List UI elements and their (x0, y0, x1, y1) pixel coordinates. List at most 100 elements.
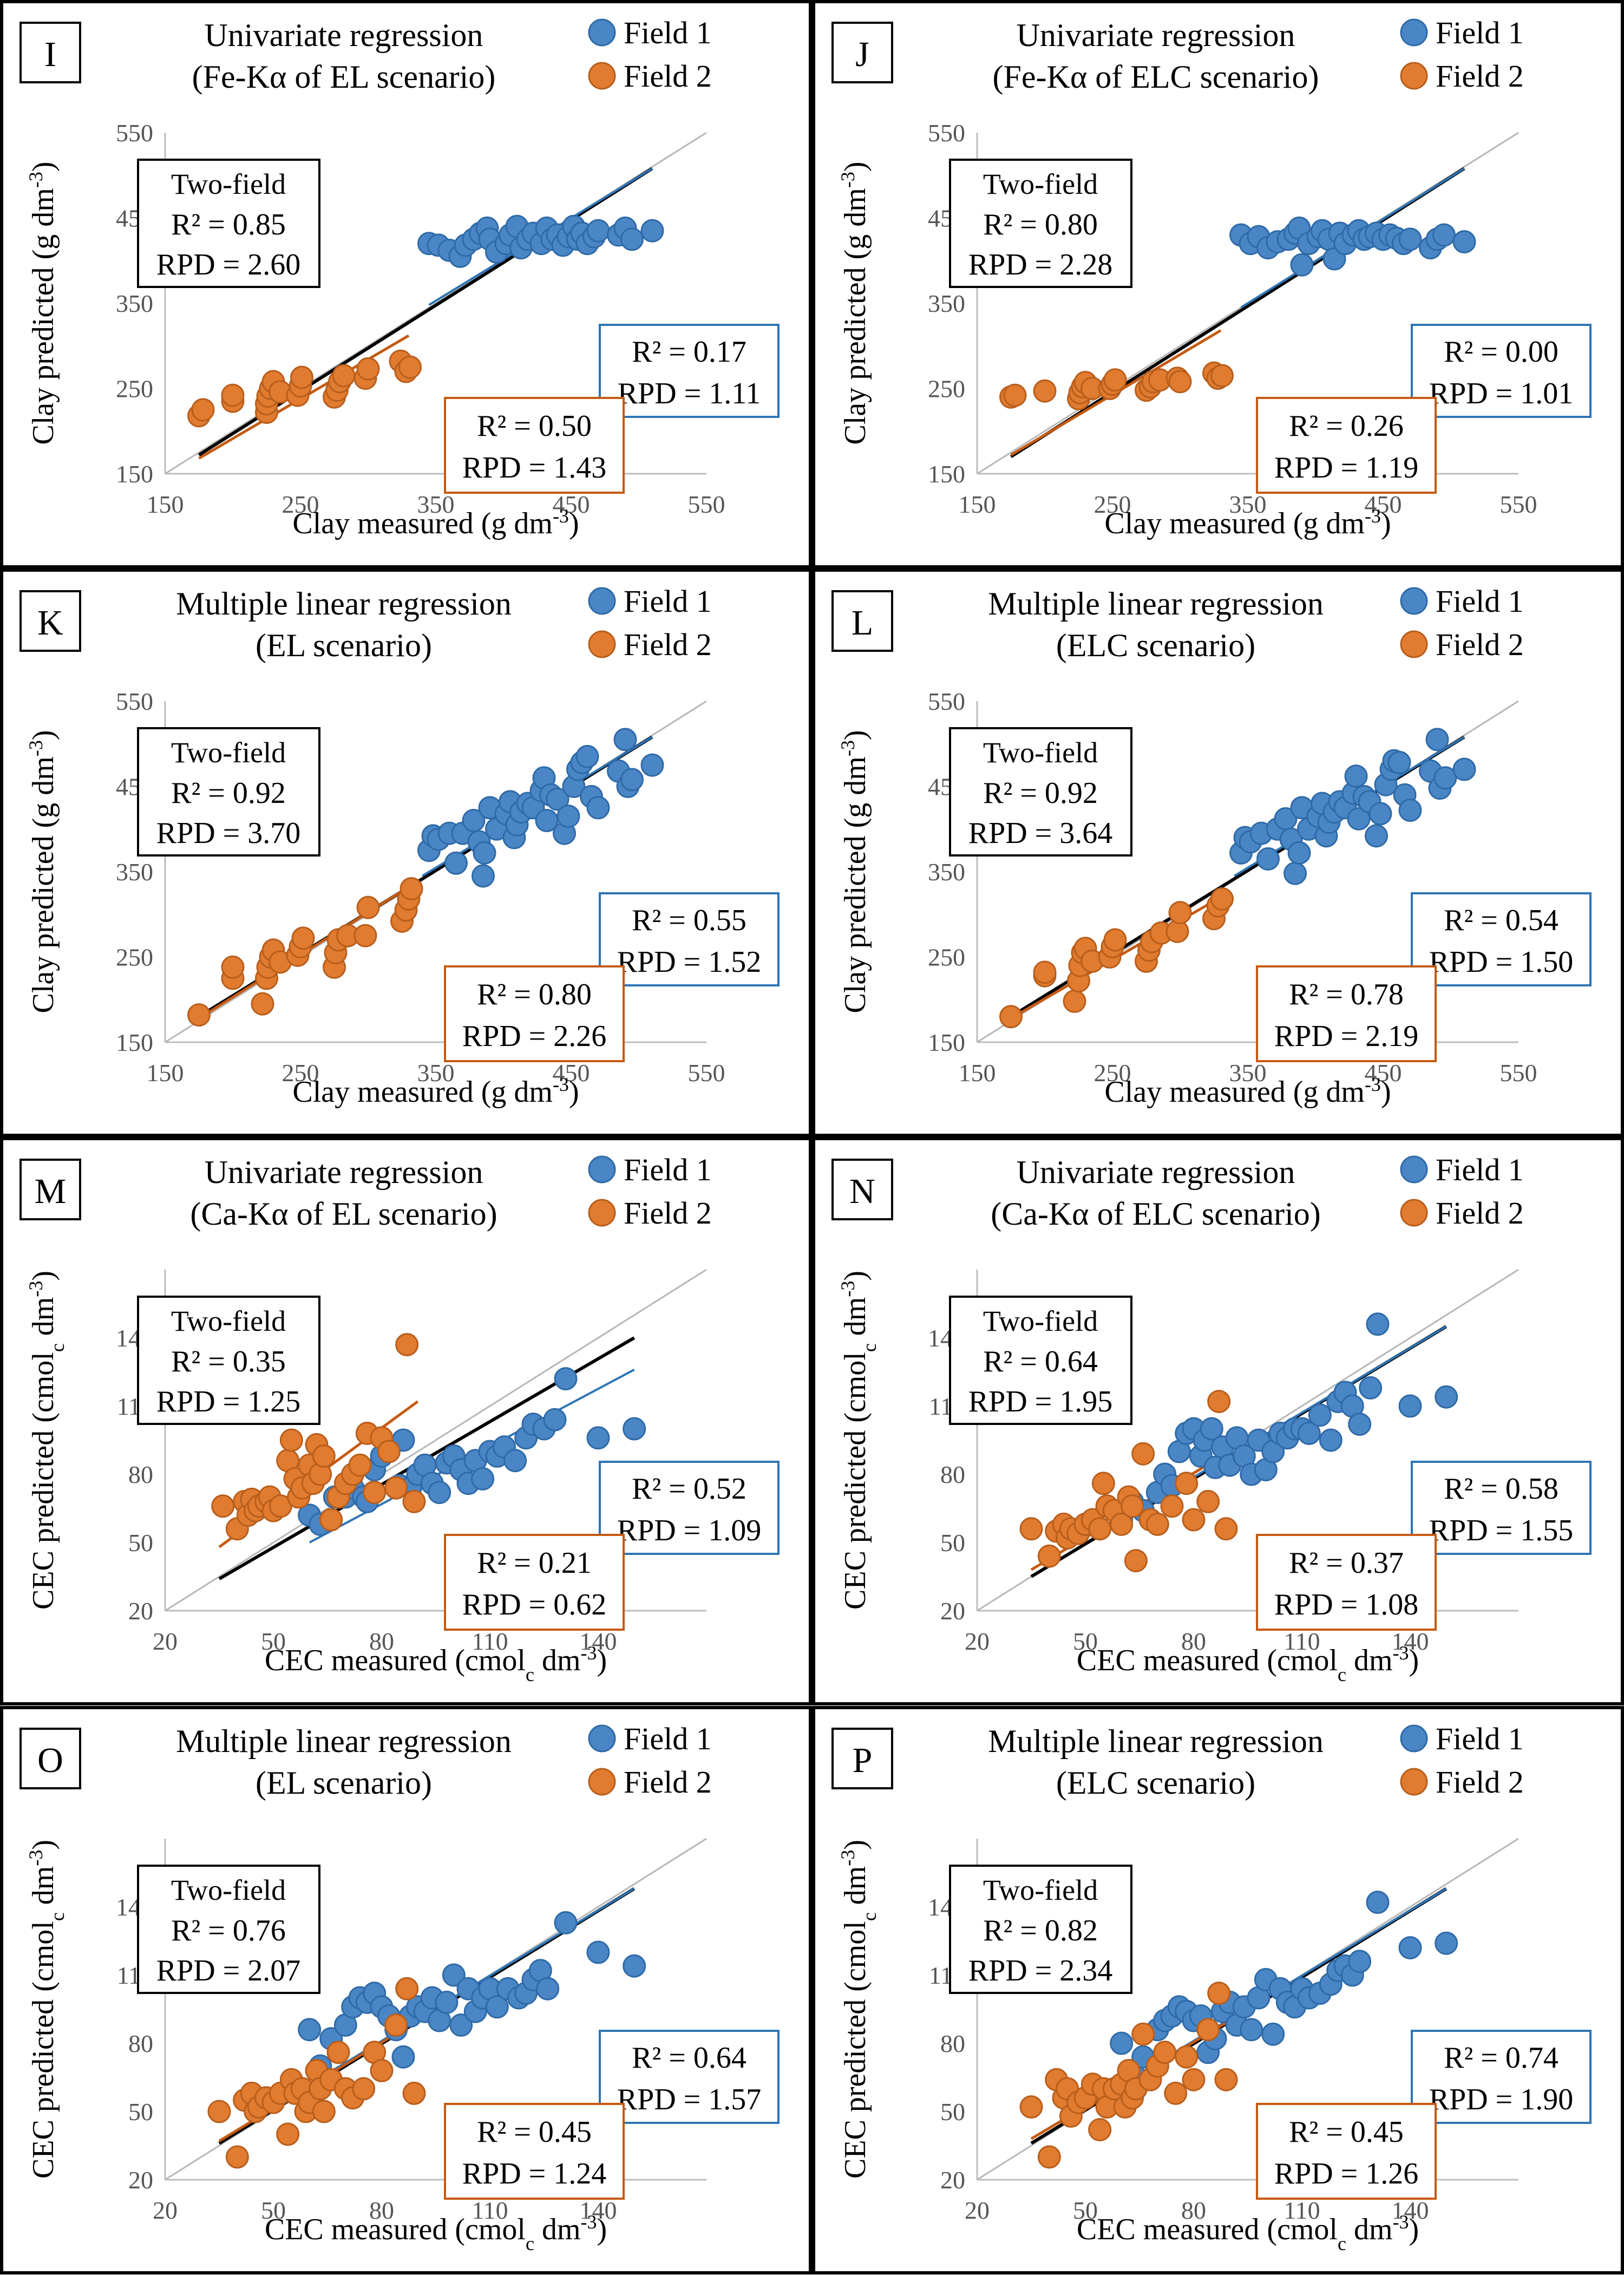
field1-point (1348, 1413, 1372, 1436)
twofield-rpd: RPD = 1.95 (968, 1385, 1113, 1418)
legend-field1-marker-icon (1400, 18, 1428, 47)
field1-rpd: RPD = 1.50 (1429, 945, 1574, 979)
field2-stats-box (1256, 397, 1437, 494)
field2-point (1196, 2018, 1220, 2042)
legend-field2-marker-icon (1400, 1199, 1428, 1227)
field1-point (472, 864, 495, 888)
field1-point (1452, 230, 1476, 254)
field1-point (586, 796, 610, 820)
panel-letter: M (35, 1172, 67, 1211)
legend-field1-marker-icon (588, 1155, 616, 1184)
twofield-rpd: RPD = 1.25 (156, 1385, 301, 1418)
field2-point (1210, 887, 1234, 911)
y-tick-label: 550 (116, 688, 153, 715)
field1-point (503, 1449, 527, 1473)
field1-point (543, 1408, 567, 1431)
y-axis-title: Clay predicted (g dm-3) (837, 730, 872, 1014)
y-tick-label: 150 (928, 1029, 965, 1056)
twofield-r2: R² = 0.35 (171, 1345, 286, 1378)
field2-point (1124, 1549, 1148, 1573)
field2-point (384, 2013, 408, 2037)
panel-border (812, 568, 1624, 1137)
field1-point (1284, 861, 1307, 885)
field1-r2: R² = 0.55 (632, 904, 746, 937)
panel-letter-box (831, 1159, 893, 1220)
field2-r2: R² = 0.78 (1289, 978, 1404, 1011)
panel-letter-box (19, 22, 81, 83)
chart-panel-j: J Univariate regression (Fe-Kα of ELC scen… (812, 0, 1624, 568)
field1-rpd: RPD = 1.52 (617, 945, 762, 979)
panel-letter-box (19, 1728, 81, 1789)
x-tick-label: 550 (1500, 1059, 1537, 1087)
field2-stats-box (1256, 1534, 1437, 1631)
x-tick-label: 110 (1284, 1627, 1320, 1655)
y-tick-label: 250 (928, 375, 965, 403)
field2-point (1182, 1508, 1206, 1532)
x-tick-label: 80 (369, 2196, 394, 2224)
twofield-label: Two-field (171, 168, 286, 200)
field2-stats-box (1256, 2103, 1437, 2200)
field1-point (449, 2013, 473, 2037)
field2-point (353, 924, 377, 947)
legend-field1-label: Field 1 (624, 1152, 712, 1187)
field2-point (207, 2100, 231, 2123)
chart-title: Univariate regression (1017, 17, 1295, 53)
field2-point (352, 2077, 376, 2101)
field2-point (377, 1440, 401, 1463)
x-tick-label: 450 (1365, 491, 1402, 518)
field2-point (1210, 364, 1234, 388)
x-tick-label: 450 (553, 1059, 590, 1087)
x-tick-label: 50 (1073, 2196, 1098, 2224)
field1-stats-box (1411, 892, 1592, 986)
twofield-stats-box (949, 159, 1132, 288)
y-tick-label: 150 (928, 460, 965, 488)
field1-point (1398, 227, 1422, 251)
legend-field2-marker-icon (1400, 630, 1428, 658)
x-tick-label: 350 (417, 1059, 455, 1087)
legend-field1-label: Field 1 (1436, 1721, 1524, 1756)
twofield-stats-box (137, 1865, 320, 1994)
chart-subtitle: (Ca-Kα of EL scenario) (190, 1196, 497, 1232)
field2-r2: R² = 0.50 (477, 409, 592, 443)
field1-point (444, 851, 468, 875)
field2-point (400, 877, 423, 900)
field1-rpd: RPD = 1.01 (1429, 377, 1574, 410)
y-tick-label: 550 (928, 688, 965, 715)
field1-point (620, 768, 644, 792)
legend-field2-label: Field 2 (1436, 627, 1524, 662)
field2-point (1168, 370, 1192, 394)
field2-point (291, 926, 315, 950)
y-tick-label: 550 (928, 119, 965, 147)
y-tick-label: 50 (940, 1529, 965, 1557)
y-tick-label: 250 (116, 944, 153, 971)
legend-field2-marker-icon (588, 1199, 616, 1227)
x-tick-label: 140 (1392, 1627, 1429, 1655)
field2-r2: R² = 0.45 (477, 2115, 592, 2149)
x-tick-label: 140 (580, 2196, 617, 2224)
field1-r2: R² = 0.00 (1444, 335, 1558, 369)
x-axis-title: Clay measured (g dm-3) (292, 505, 579, 540)
chart-panel-l: L Multiple linear regression (ELC scenario… (812, 568, 1624, 1137)
field2-point (1214, 1517, 1238, 1541)
chart-title: Univariate regression (205, 1154, 483, 1190)
legend-field1-marker-icon (1400, 1155, 1428, 1184)
field1-point (1368, 802, 1392, 826)
twofield-r2: R² = 0.76 (171, 1914, 286, 1947)
field1-rpd: RPD = 1.11 (618, 377, 761, 410)
field2-point (1091, 1472, 1115, 1495)
field2-rpd: RPD = 0.62 (462, 1588, 607, 1622)
y-tick-label: 80 (940, 2030, 965, 2057)
panel-border (812, 0, 1624, 568)
field1-r2: R² = 0.74 (1444, 2041, 1558, 2075)
field2-point (1003, 383, 1027, 407)
field2-point (999, 1005, 1023, 1029)
field1-point (1433, 766, 1457, 790)
field1-point (1347, 807, 1371, 831)
chart-subtitle: (EL scenario) (256, 1765, 432, 1801)
field2-point (356, 895, 380, 919)
field1-point (586, 219, 610, 243)
x-tick-label: 350 (1229, 1059, 1267, 1087)
field2-point (221, 383, 245, 407)
panel-letter: N (849, 1172, 875, 1211)
legend-field2-marker-icon (1400, 62, 1428, 90)
